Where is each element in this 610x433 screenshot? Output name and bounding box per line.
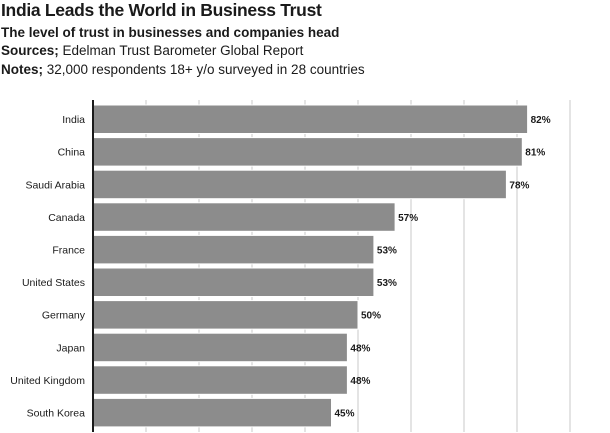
category-label: Canada <box>48 212 85 224</box>
data-label: 50% <box>361 311 381 322</box>
chart-subtitle: The level of trust in businesses and com… <box>1 25 340 40</box>
bar-south-korea <box>92 397 332 428</box>
bar-united-states <box>92 267 375 297</box>
data-label: 82% <box>531 115 551 126</box>
data-label: 53% <box>377 278 397 289</box>
labels: India 82% China 81% Saudi Arabia 78% Canada 57%… <box>10 114 550 419</box>
category-label: United States <box>22 277 85 289</box>
data-label: 81% <box>525 148 545 159</box>
data-label: 48% <box>350 343 370 354</box>
notes-text: 32,000 respondents 18+ y/o surveyed in 2… <box>43 62 365 77</box>
data-label: 78% <box>509 180 529 191</box>
notes-label: Notes; <box>1 62 44 77</box>
sources-label: Sources; <box>1 43 59 58</box>
data-label: 45% <box>335 408 355 419</box>
notes-line: Notes; 32,000 respondents 18+ y/o survey… <box>1 62 365 77</box>
bar-india <box>92 104 529 134</box>
sources-line: Sources; Edelman Trust Barometer Global … <box>1 43 303 58</box>
bar-canada <box>92 202 396 232</box>
category-label: China <box>58 147 86 159</box>
bar-france <box>92 234 375 265</box>
bars <box>92 104 529 428</box>
chart-title: India Leads the World in Business Trust <box>1 0 322 20</box>
bar-germany <box>92 300 359 330</box>
data-label: 48% <box>350 376 370 387</box>
bar-united-kingdom <box>92 365 348 395</box>
category-label: Germany <box>42 310 86 322</box>
bar-china <box>92 137 523 167</box>
sources-text: Edelman Trust Barometer Global Report <box>58 43 304 58</box>
bar-saudi-arabia <box>92 169 507 200</box>
category-label: Saudi Arabia <box>25 179 85 191</box>
category-label: Japan <box>56 342 85 354</box>
category-label: United Kingdom <box>10 375 85 387</box>
data-label: 53% <box>377 245 397 256</box>
category-label: India <box>62 114 85 126</box>
bar-japan <box>92 332 348 363</box>
category-label: France <box>52 244 85 256</box>
data-label: 57% <box>398 213 418 224</box>
category-label: South Korea <box>27 407 86 419</box>
